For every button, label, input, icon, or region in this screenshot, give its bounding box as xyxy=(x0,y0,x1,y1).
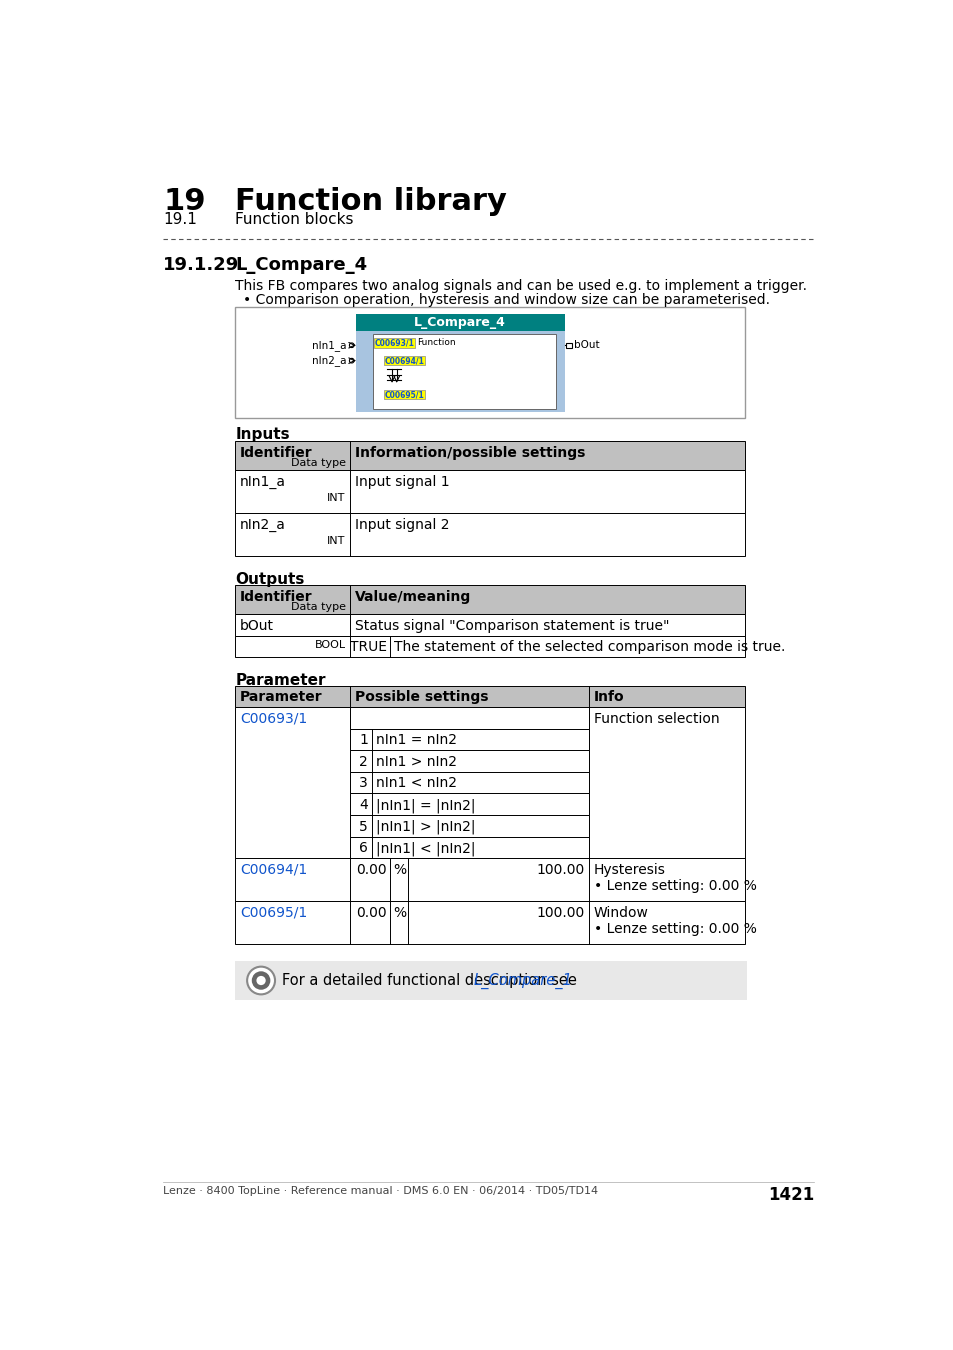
Text: Status signal "Comparison statement is true": Status signal "Comparison statement is t… xyxy=(355,618,669,633)
Text: C00695/1: C00695/1 xyxy=(384,390,424,400)
Text: C00693/1: C00693/1 xyxy=(240,711,307,726)
Text: 4: 4 xyxy=(359,798,368,811)
Text: 0.00: 0.00 xyxy=(355,863,386,876)
Text: The statement of the selected comparison mode is true.: The statement of the selected comparison… xyxy=(394,640,785,655)
Text: nIn1_a: nIn1_a xyxy=(240,475,286,489)
Text: Info: Info xyxy=(593,690,623,705)
Bar xyxy=(235,707,350,859)
Text: Value/meaning: Value/meaning xyxy=(355,590,471,603)
Bar xyxy=(566,343,571,348)
Bar xyxy=(350,794,588,815)
Text: C00694/1: C00694/1 xyxy=(240,863,307,876)
Text: Parameter: Parameter xyxy=(235,672,326,687)
Bar xyxy=(355,331,564,412)
Text: INT: INT xyxy=(327,493,345,504)
Text: Function selection: Function selection xyxy=(593,711,719,726)
Text: Inputs: Inputs xyxy=(235,427,290,441)
Circle shape xyxy=(252,971,270,990)
Text: |nIn1| = |nIn2|: |nIn1| = |nIn2| xyxy=(375,798,475,813)
Text: 5: 5 xyxy=(359,819,368,833)
Bar xyxy=(235,636,744,657)
Text: C00694/1: C00694/1 xyxy=(384,356,424,365)
Bar xyxy=(588,707,744,859)
Text: nIn2_a: nIn2_a xyxy=(240,518,286,532)
Text: 2: 2 xyxy=(359,755,368,770)
Text: L_Compare_4: L_Compare_4 xyxy=(235,256,367,274)
Text: nIn1 < nIn2: nIn1 < nIn2 xyxy=(375,776,456,791)
Text: Parameter: Parameter xyxy=(240,690,322,705)
Text: Function blocks: Function blocks xyxy=(235,212,354,227)
Text: bOut: bOut xyxy=(240,618,274,633)
Bar xyxy=(350,815,588,837)
Bar xyxy=(235,902,744,944)
Text: L_Compare_1: L_Compare_1 xyxy=(474,972,573,988)
Text: Data type: Data type xyxy=(291,458,345,467)
Text: Outputs: Outputs xyxy=(235,571,305,587)
Bar xyxy=(235,859,744,902)
Text: This FB compares two analog signals and can be used e.g. to implement a trigger.: This FB compares two analog signals and … xyxy=(235,279,806,293)
Text: Possible settings: Possible settings xyxy=(355,690,488,705)
Bar xyxy=(235,513,744,556)
Text: nIn1 > nIn2: nIn1 > nIn2 xyxy=(375,755,456,770)
Text: %: % xyxy=(393,906,406,919)
Text: %: % xyxy=(393,863,406,876)
Bar xyxy=(350,707,588,729)
Circle shape xyxy=(349,343,354,347)
Bar xyxy=(350,837,588,859)
Bar xyxy=(235,585,744,614)
Text: Function library: Function library xyxy=(235,186,507,216)
Text: 100.00: 100.00 xyxy=(536,906,583,919)
Bar xyxy=(235,470,744,513)
Text: • Comparison operation, hysteresis and window size can be parameterised.: • Comparison operation, hysteresis and w… xyxy=(243,293,769,306)
Text: L_Compare_4: L_Compare_4 xyxy=(414,316,506,329)
Bar xyxy=(373,335,555,409)
Text: Data type: Data type xyxy=(291,602,345,612)
Text: |nIn1| < |nIn2|: |nIn1| < |nIn2| xyxy=(375,841,475,856)
Circle shape xyxy=(256,976,266,986)
Text: TRUE: TRUE xyxy=(349,640,386,655)
Text: 19: 19 xyxy=(163,186,206,216)
Text: Input signal 2: Input signal 2 xyxy=(355,518,449,532)
Text: For a detailed functional description see: For a detailed functional description se… xyxy=(282,973,581,988)
Bar xyxy=(384,356,424,366)
Bar xyxy=(350,772,588,794)
Text: Information/possible settings: Information/possible settings xyxy=(355,446,584,460)
Text: 19.1: 19.1 xyxy=(163,212,197,227)
Text: 1421: 1421 xyxy=(767,1187,814,1204)
Bar xyxy=(235,440,744,470)
Text: Identifier: Identifier xyxy=(240,590,313,603)
Bar xyxy=(374,339,415,347)
Bar xyxy=(350,729,588,751)
Text: C00695/1: C00695/1 xyxy=(240,906,307,919)
Text: Function: Function xyxy=(416,339,455,347)
Bar xyxy=(355,315,564,331)
Text: BOOL: BOOL xyxy=(314,640,345,651)
Bar xyxy=(235,961,746,1000)
Text: 19.1.29: 19.1.29 xyxy=(163,256,239,274)
Bar xyxy=(350,751,588,772)
Bar xyxy=(235,614,744,636)
Circle shape xyxy=(247,967,274,995)
Text: C00693/1: C00693/1 xyxy=(374,339,414,347)
Text: 1: 1 xyxy=(358,733,368,748)
Text: 0.00: 0.00 xyxy=(355,906,386,919)
Text: nIn1_a: nIn1_a xyxy=(312,340,346,351)
Text: 3: 3 xyxy=(359,776,368,791)
Text: INT: INT xyxy=(327,536,345,547)
Text: Input signal 1: Input signal 1 xyxy=(355,475,449,489)
Text: bOut: bOut xyxy=(574,340,599,350)
Text: Lenze · 8400 TopLine · Reference manual · DMS 6.0 EN · 06/2014 · TD05/TD14: Lenze · 8400 TopLine · Reference manual … xyxy=(163,1187,598,1196)
Text: 100.00: 100.00 xyxy=(536,863,583,876)
Text: nIn1 = nIn2: nIn1 = nIn2 xyxy=(375,733,456,748)
Bar xyxy=(235,686,744,707)
Text: Window
• Lenze setting: 0.00 %: Window • Lenze setting: 0.00 % xyxy=(593,906,756,936)
Text: |nIn1| > |nIn2|: |nIn1| > |nIn2| xyxy=(375,819,475,834)
Text: Identifier: Identifier xyxy=(240,446,313,460)
Text: nIn2_a: nIn2_a xyxy=(312,355,346,366)
Circle shape xyxy=(349,358,354,363)
Bar xyxy=(384,390,424,400)
Bar xyxy=(235,306,744,417)
Text: 6: 6 xyxy=(358,841,368,855)
Text: Hysteresis
• Lenze setting: 0.00 %: Hysteresis • Lenze setting: 0.00 % xyxy=(593,863,756,892)
